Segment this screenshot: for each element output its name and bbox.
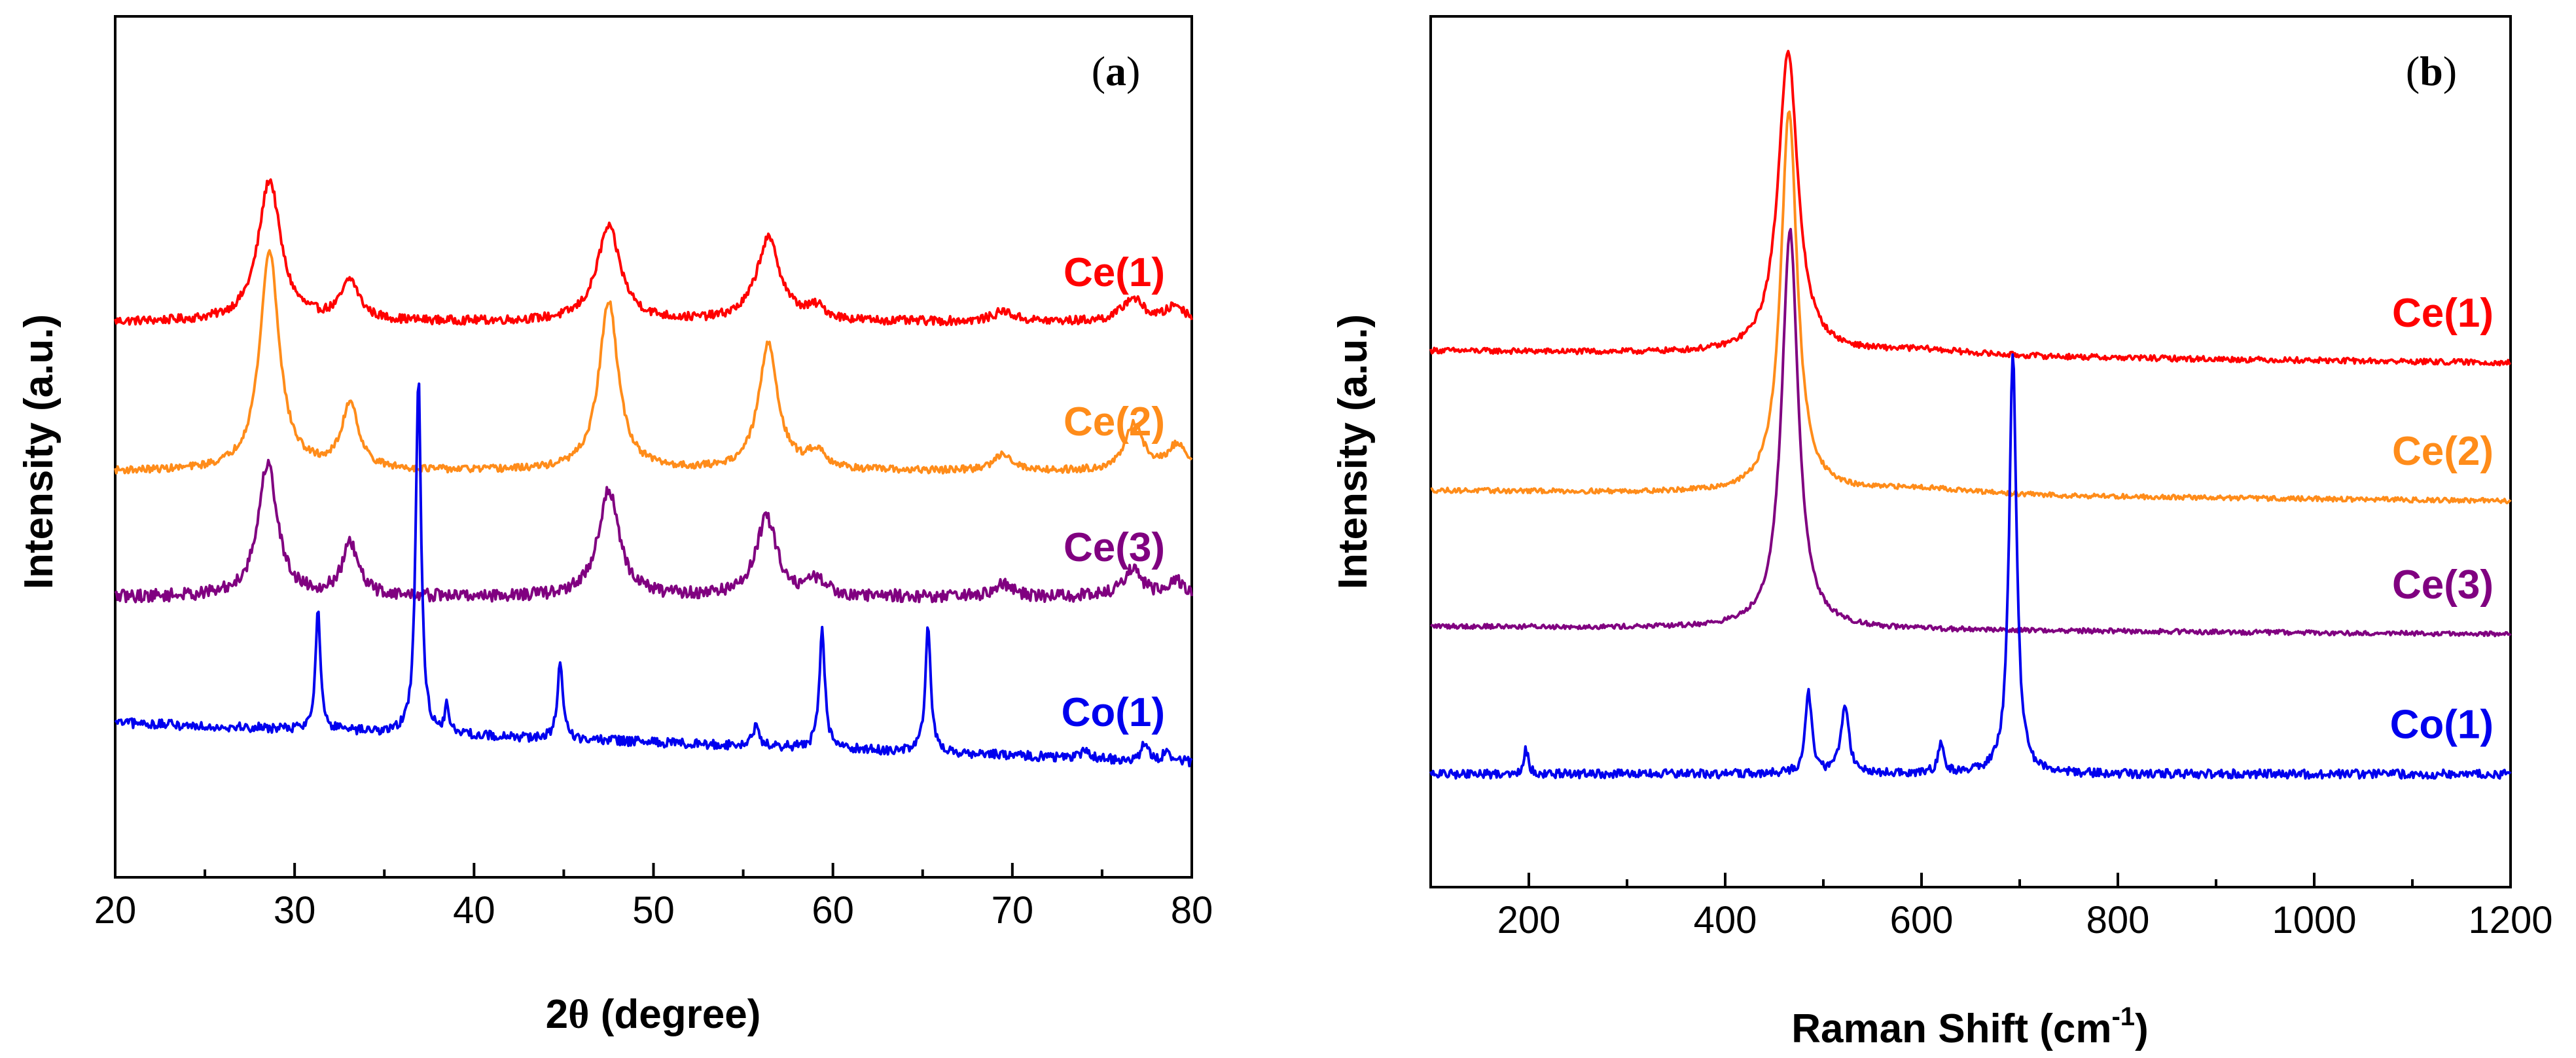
x-tick-label: 200 <box>1497 899 1561 941</box>
series-label-ce3: Ce(3) <box>2392 562 2494 608</box>
series-line-ce1 <box>1429 50 2512 367</box>
x-tick-label: 40 <box>453 889 495 932</box>
panel-b-x-axis-title: Raman Shift (cm-1) <box>1791 1002 2148 1051</box>
panel-b-traces <box>1429 50 2512 780</box>
series-label-co1: Co(1) <box>1062 690 1165 735</box>
panel-a-x-axis-title: 2θ (degree) <box>546 992 761 1037</box>
panel-b-series-labels: Ce(1) Ce(2) Ce(3) Co(1) <box>2390 291 2494 747</box>
panel-b-raman: 200 400 600 800 1000 1200 Ce(1) Ce(2) Ce(3) Co(1… <box>1331 15 2553 1051</box>
series-label-ce1: Ce(1) <box>1064 250 1165 295</box>
x-tick-label: 1000 <box>2272 899 2356 941</box>
x-tick-label: 70 <box>992 889 1034 932</box>
panel-a-y-axis-title: Intensity (a.u.) <box>16 314 62 589</box>
x-tick-label: 600 <box>1890 899 1954 941</box>
x-tick-label: 400 <box>1694 899 1757 941</box>
series-label-ce2: Ce(2) <box>1064 399 1165 445</box>
panel-a-frame <box>114 15 1193 879</box>
series-line-ce3 <box>114 458 1193 604</box>
panel-b-y-axis-title: Intensity (a.u.) <box>1331 314 1376 589</box>
panel-b-tag: (b) <box>2406 48 2457 94</box>
panel-b-frame <box>1429 15 2512 888</box>
x-tick-label: 50 <box>632 889 675 932</box>
panel-a-x-ticks: 20 30 40 50 60 70 80 <box>94 863 1213 932</box>
panel-a-tag: (a) <box>1092 48 1141 94</box>
panel-a-traces <box>114 178 1193 768</box>
panel-b-x-ticks: 200 400 600 800 1000 1200 <box>1429 873 2553 941</box>
series-label-ce1: Ce(1) <box>2392 291 2494 336</box>
series-label-ce2: Ce(2) <box>2392 429 2494 474</box>
series-line-ce2 <box>1430 110 2512 505</box>
x-tick-label: 80 <box>1171 889 1213 932</box>
series-line-co1 <box>1429 353 2512 780</box>
x-tick-label: 30 <box>274 889 316 932</box>
panel-a-xrd: 20 30 40 50 60 70 80 Ce(1)Ce(2)Ce(3)Co(1) (a) … <box>16 15 1213 1037</box>
x-tick-label: 1200 <box>2468 899 2552 941</box>
series-line-ce2 <box>114 249 1193 475</box>
series-line-ce3 <box>1429 228 2512 638</box>
series-label-ce3: Ce(3) <box>1064 525 1165 570</box>
x-tick-label: 800 <box>2086 899 2150 941</box>
panel-a-series-labels: Ce(1) Ce(2) Ce(3) Co(1) <box>1062 250 1165 735</box>
x-tick-label: 60 <box>812 889 854 932</box>
series-line-ce1 <box>114 178 1193 327</box>
series-line-co1 <box>114 382 1193 768</box>
series-label-co1: Co(1) <box>2390 702 2494 747</box>
x-tick-label: 20 <box>94 889 137 932</box>
